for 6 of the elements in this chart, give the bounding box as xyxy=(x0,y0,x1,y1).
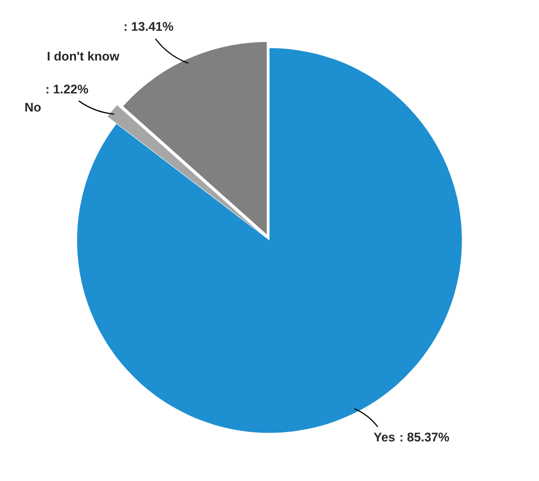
data-label: : 13.41% xyxy=(124,22,174,31)
data-label: : 1.22% xyxy=(46,84,88,94)
data-label: : 85.37% xyxy=(400,432,450,442)
slice-label: I don't know xyxy=(48,51,120,61)
slice-label: Yes xyxy=(374,432,395,442)
slice-label: No xyxy=(25,102,41,112)
